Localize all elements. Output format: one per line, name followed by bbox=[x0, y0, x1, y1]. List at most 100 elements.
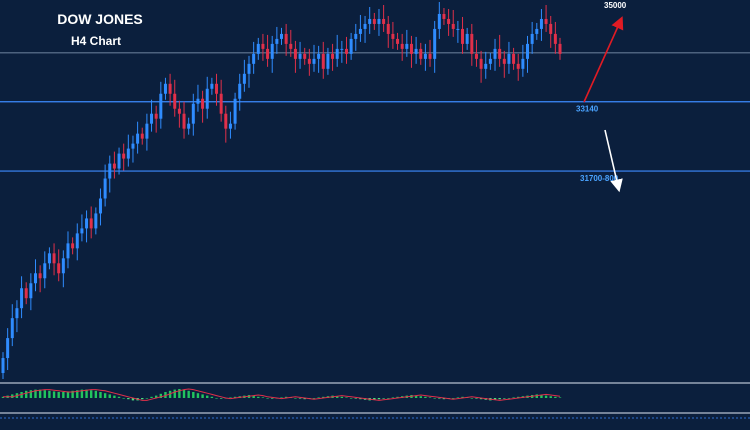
candle bbox=[298, 41, 302, 69]
candle bbox=[530, 21, 534, 54]
candle bbox=[256, 37, 260, 60]
candle bbox=[57, 249, 61, 282]
oscillator-bar bbox=[182, 389, 186, 398]
oscillator-bar bbox=[396, 396, 399, 398]
candle bbox=[150, 99, 154, 132]
candle bbox=[386, 15, 390, 48]
oscillator-bar bbox=[452, 398, 455, 399]
candle bbox=[145, 113, 149, 151]
candle bbox=[512, 47, 516, 70]
oscillator-bar bbox=[76, 390, 79, 398]
candle bbox=[219, 79, 223, 122]
candle bbox=[191, 93, 195, 136]
candle bbox=[98, 188, 102, 226]
oscillator-bar bbox=[512, 397, 515, 398]
candle bbox=[474, 39, 478, 67]
oscillator-bar bbox=[141, 398, 144, 400]
oscillator-bar bbox=[391, 397, 395, 398]
candle bbox=[210, 77, 214, 95]
oscillator-bar bbox=[48, 390, 51, 398]
candle bbox=[163, 77, 167, 100]
oscillator-bar bbox=[345, 397, 348, 398]
oscillator-bar bbox=[317, 397, 320, 398]
candle bbox=[358, 14, 362, 42]
oscillator-bar bbox=[540, 395, 543, 398]
oscillator-bar bbox=[271, 398, 274, 399]
oscillator-bar bbox=[206, 395, 209, 398]
oscillator-bar bbox=[71, 390, 74, 398]
candle bbox=[484, 51, 488, 79]
candle bbox=[335, 34, 339, 67]
oscillator-bar bbox=[89, 390, 93, 398]
candle bbox=[126, 134, 130, 167]
annotation-layer: 35000 bbox=[583, 1, 627, 193]
oscillator-bar bbox=[187, 390, 190, 398]
candle bbox=[502, 50, 506, 78]
oscillator-bar bbox=[266, 398, 269, 399]
candle bbox=[177, 100, 181, 128]
oscillator-bar bbox=[38, 389, 42, 398]
candle bbox=[252, 41, 256, 74]
oscillator-bar bbox=[66, 391, 70, 398]
oscillator-bar bbox=[219, 398, 223, 399]
candle bbox=[103, 164, 107, 207]
oscillator-bar bbox=[544, 395, 548, 398]
oscillator-bar bbox=[438, 398, 441, 399]
candle bbox=[224, 105, 228, 143]
candle bbox=[242, 59, 246, 92]
oscillator-bar bbox=[99, 392, 102, 398]
oscillator-bar bbox=[233, 396, 237, 398]
candle bbox=[136, 121, 140, 154]
oscillator-bar bbox=[34, 389, 37, 398]
oscillator-bar bbox=[554, 396, 557, 398]
oscillator-bar bbox=[108, 394, 111, 398]
candle bbox=[238, 73, 242, 111]
oscillator-bar bbox=[373, 398, 376, 400]
oscillator-bar bbox=[210, 396, 214, 398]
oscillator-bar bbox=[303, 398, 306, 400]
candle bbox=[535, 22, 539, 40]
candle bbox=[340, 40, 344, 63]
candle bbox=[456, 20, 460, 43]
candle bbox=[15, 300, 19, 333]
oscillator-bar bbox=[280, 397, 283, 398]
oscillator-bar bbox=[168, 390, 172, 398]
candle bbox=[247, 55, 251, 88]
oscillator-bar bbox=[493, 398, 497, 400]
oscillator-bar bbox=[359, 398, 362, 400]
oscillator-bar bbox=[294, 398, 297, 399]
candle bbox=[377, 8, 381, 36]
candle bbox=[326, 47, 330, 75]
oscillator-bar bbox=[428, 397, 432, 398]
oscillator-bar bbox=[113, 395, 116, 398]
candle bbox=[201, 90, 205, 123]
candle bbox=[196, 84, 200, 112]
candle bbox=[29, 273, 33, 311]
oscillator-bar bbox=[433, 398, 436, 399]
oscillator-bar bbox=[29, 390, 33, 398]
candle bbox=[382, 4, 386, 32]
candle bbox=[38, 265, 42, 293]
candles-layer bbox=[1, 2, 562, 379]
candle bbox=[414, 36, 418, 64]
candle bbox=[493, 38, 497, 71]
oscillator-bar bbox=[340, 396, 344, 398]
candle bbox=[270, 35, 274, 73]
oscillator-bar bbox=[312, 398, 316, 399]
bullish-arrow bbox=[583, 16, 624, 103]
oscillator-bar bbox=[424, 396, 427, 398]
level-label: 31700-800 bbox=[580, 174, 619, 183]
candle bbox=[526, 35, 530, 73]
oscillator-bar bbox=[354, 398, 357, 399]
oscillator-bar bbox=[336, 396, 339, 398]
oscillator-bar bbox=[261, 397, 265, 398]
candle bbox=[266, 34, 270, 67]
oscillator-bar bbox=[284, 396, 288, 398]
candle bbox=[1, 352, 5, 379]
oscillator-panel bbox=[0, 382, 750, 419]
candle bbox=[553, 21, 557, 54]
candle bbox=[372, 12, 376, 30]
oscillator-bar bbox=[503, 398, 506, 399]
oscillator-bar bbox=[11, 394, 14, 398]
